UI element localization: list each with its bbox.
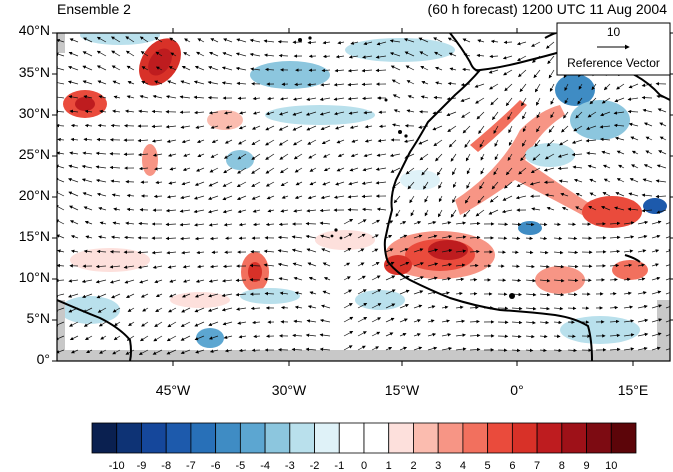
colorbar-swatch bbox=[587, 423, 612, 453]
colorbar-label: -10 bbox=[104, 460, 130, 472]
lon-label: 15°W bbox=[372, 382, 432, 398]
wind-arrow-icon bbox=[554, 336, 560, 337]
lat-label: 5°N bbox=[2, 310, 50, 326]
wind-arrow-icon bbox=[226, 238, 232, 239]
wind-arrow-icon bbox=[279, 224, 288, 225]
wind-arrow-icon bbox=[279, 56, 288, 57]
colorbar-swatch bbox=[92, 423, 117, 453]
colorbar-swatch bbox=[562, 423, 587, 453]
colorbar-label: -4 bbox=[252, 460, 278, 472]
reference-label: Reference Vector bbox=[557, 56, 670, 70]
wind-arrow-icon bbox=[236, 280, 246, 281]
wind-arrow-icon bbox=[568, 224, 575, 225]
colorbar-label: 3 bbox=[425, 460, 451, 472]
colorbar-swatch bbox=[216, 423, 241, 453]
wind-arrow-icon bbox=[610, 294, 616, 295]
wind-arrow-icon bbox=[306, 224, 316, 225]
colorbar-swatch bbox=[339, 423, 364, 453]
colorbar-label: 7 bbox=[524, 460, 550, 472]
lon-label: 15°E bbox=[603, 382, 663, 398]
colorbar-label: 9 bbox=[574, 460, 600, 472]
colorbar-swatch bbox=[240, 423, 265, 453]
wind-arrow-icon bbox=[568, 308, 576, 309]
colorbar-label: -5 bbox=[227, 460, 253, 472]
lon-label: 30°W bbox=[259, 382, 319, 398]
wind-arrow-icon bbox=[512, 266, 519, 267]
colorbar-label: 5 bbox=[475, 460, 501, 472]
colorbar-label: 1 bbox=[376, 460, 402, 472]
colorbar-swatch bbox=[512, 423, 537, 453]
colorbar-swatch bbox=[438, 423, 463, 453]
lat-label: 30°N bbox=[2, 105, 50, 121]
colorbar-swatch bbox=[191, 423, 216, 453]
lat-label: 40°N bbox=[2, 22, 50, 38]
wind-arrow-icon bbox=[470, 294, 477, 295]
colorbar-label: -7 bbox=[178, 460, 204, 472]
colorbar-swatch bbox=[488, 423, 513, 453]
colorbar-swatch bbox=[389, 423, 414, 453]
lat-label: 0° bbox=[2, 351, 50, 367]
wind-arrow-icon bbox=[238, 98, 246, 99]
wind-arrow-icon bbox=[212, 252, 218, 253]
lat-label: 25°N bbox=[2, 146, 50, 162]
lon-label: 45°W bbox=[143, 382, 203, 398]
colorbar-label: 10 bbox=[598, 460, 624, 472]
colorbar-label: 0 bbox=[351, 460, 377, 472]
colorbar-label: -6 bbox=[203, 460, 229, 472]
colorbar-swatch bbox=[611, 423, 636, 453]
lon-label: 0° bbox=[487, 382, 547, 398]
lat-label: 15°N bbox=[2, 228, 50, 244]
colorbar-label: -1 bbox=[326, 460, 352, 472]
wind-arrow-icon bbox=[568, 336, 575, 337]
colorbar-swatch bbox=[315, 423, 340, 453]
colorbar-swatch bbox=[463, 423, 488, 453]
colorbar-label: -8 bbox=[153, 460, 179, 472]
wind-arrow-icon bbox=[642, 98, 652, 99]
colorbar-swatch bbox=[265, 423, 290, 453]
colorbar-label: 8 bbox=[549, 460, 575, 472]
lat-label: 35°N bbox=[2, 64, 50, 80]
colorbar-label: -9 bbox=[129, 460, 155, 472]
colorbar-swatch bbox=[537, 423, 562, 453]
colorbar-label: 6 bbox=[499, 460, 525, 472]
reference-magnitude: 10 bbox=[557, 25, 670, 39]
colorbar-swatch bbox=[166, 423, 191, 453]
lat-label: 20°N bbox=[2, 187, 50, 203]
colorbar-swatch bbox=[290, 423, 315, 453]
colorbar-label: 4 bbox=[450, 460, 476, 472]
colorbar-swatch bbox=[413, 423, 438, 453]
colorbar bbox=[92, 423, 636, 453]
colorbar-swatch bbox=[364, 423, 389, 453]
colorbar-label: -3 bbox=[277, 460, 303, 472]
lat-label: 10°N bbox=[2, 269, 50, 285]
colorbar-label: 2 bbox=[401, 460, 427, 472]
colorbar-swatch bbox=[141, 423, 166, 453]
wind-arrow-icon bbox=[504, 42, 512, 43]
colorbar-swatch bbox=[117, 423, 142, 453]
wind-arrow-icon bbox=[362, 84, 372, 85]
wind-arrow-icon bbox=[470, 280, 477, 281]
colorbar-label: -2 bbox=[302, 460, 328, 472]
